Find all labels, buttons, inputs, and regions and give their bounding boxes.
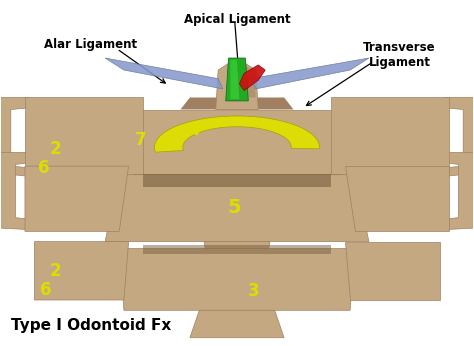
Polygon shape bbox=[190, 310, 284, 338]
Text: Type I Odontoid Fx: Type I Odontoid Fx bbox=[11, 318, 171, 333]
Polygon shape bbox=[143, 174, 331, 187]
Text: 2: 2 bbox=[50, 140, 62, 158]
Text: 6: 6 bbox=[40, 281, 52, 299]
Polygon shape bbox=[133, 109, 341, 175]
Text: 7: 7 bbox=[135, 131, 146, 149]
Polygon shape bbox=[331, 98, 449, 175]
Polygon shape bbox=[155, 116, 319, 152]
Polygon shape bbox=[181, 98, 293, 109]
Polygon shape bbox=[216, 58, 258, 109]
Text: 6: 6 bbox=[38, 159, 50, 177]
Text: 3: 3 bbox=[248, 282, 259, 300]
Text: Alar Ligament: Alar Ligament bbox=[45, 38, 137, 51]
Polygon shape bbox=[226, 58, 248, 101]
Polygon shape bbox=[251, 58, 369, 89]
Polygon shape bbox=[133, 175, 341, 187]
Text: 5: 5 bbox=[228, 198, 241, 217]
Polygon shape bbox=[25, 98, 143, 175]
Polygon shape bbox=[204, 242, 270, 266]
Text: Apical Ligament: Apical Ligament bbox=[184, 13, 290, 26]
Polygon shape bbox=[237, 62, 256, 98]
Polygon shape bbox=[105, 175, 369, 242]
Polygon shape bbox=[119, 248, 355, 310]
Text: 4: 4 bbox=[188, 121, 200, 139]
Polygon shape bbox=[25, 166, 128, 231]
Polygon shape bbox=[105, 58, 223, 89]
Polygon shape bbox=[346, 166, 449, 231]
Polygon shape bbox=[444, 98, 474, 176]
Text: Transverse
Ligament: Transverse Ligament bbox=[363, 40, 436, 69]
Polygon shape bbox=[143, 245, 331, 254]
Polygon shape bbox=[346, 242, 439, 300]
Text: 2: 2 bbox=[50, 262, 62, 280]
Polygon shape bbox=[444, 152, 474, 230]
Polygon shape bbox=[35, 242, 128, 300]
Polygon shape bbox=[230, 60, 239, 99]
Polygon shape bbox=[239, 65, 265, 91]
Polygon shape bbox=[0, 98, 30, 176]
Polygon shape bbox=[0, 152, 30, 230]
